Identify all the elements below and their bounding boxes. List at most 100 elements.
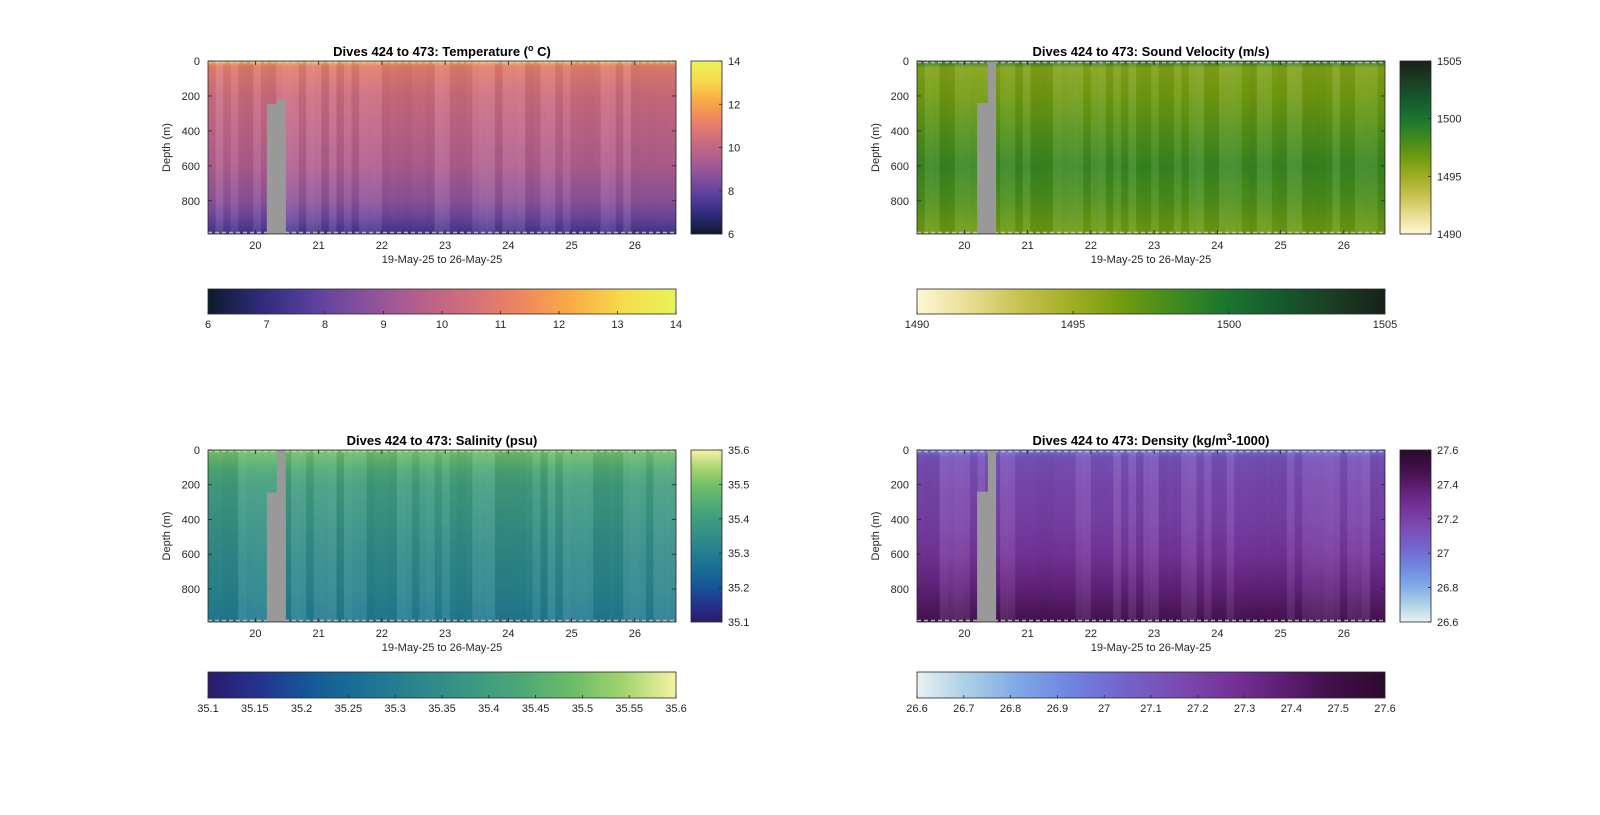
colorbar-bottom-tick-label: 35.35 (428, 703, 456, 715)
heatmap-column (962, 61, 971, 234)
colorbar-side (1399, 449, 1432, 623)
heatmap-column (404, 61, 413, 234)
y-tick-label: 0 (194, 56, 200, 68)
colorbar-side-tick-label: 10 (728, 143, 740, 155)
heatmap-column (517, 450, 526, 622)
heatmap-column (426, 450, 435, 622)
heatmap-column (962, 450, 971, 622)
colorbar-bottom-tick-label: 27.2 (1187, 703, 1208, 715)
heatmap-column (577, 450, 586, 622)
heatmap-column (1347, 450, 1356, 622)
heatmap-column (1309, 450, 1318, 622)
colorbar-side-tick-label: 35.1 (728, 617, 749, 629)
heatmap-column (343, 61, 352, 234)
heatmap-column (1339, 61, 1348, 234)
heatmap-column (1362, 450, 1371, 622)
colorbar-bottom-tick-label: 7 (263, 319, 269, 331)
heatmap-column (1181, 450, 1190, 622)
colorbar-bottom-tick-label: 1490 (905, 319, 929, 331)
colorbar-bottom-tick-label: 10 (436, 319, 448, 331)
heatmap-column (1007, 450, 1016, 622)
colorbar-side-tick-label: 35.2 (728, 583, 749, 595)
heatmap-column (1135, 450, 1144, 622)
colorbar-side-tick-label: 6 (728, 229, 734, 241)
heatmap-column (623, 450, 632, 622)
heatmap-column (600, 61, 609, 234)
heatmap-column (1158, 450, 1167, 622)
chart-title: Dives 424 to 473: Sound Velocity (m/s) (1033, 44, 1270, 59)
heatmap-column (1120, 61, 1129, 234)
heatmap-column (1203, 61, 1212, 234)
colorbar-side-tick-label: 1505 (1437, 56, 1461, 68)
heatmap-column (532, 61, 541, 234)
x-axis-label: 19-May-25 to 26-May-25 (382, 254, 502, 266)
x-axis-label: 19-May-25 to 26-May-25 (382, 642, 502, 654)
heatmap-column (1166, 450, 1174, 622)
heatmap-column (1181, 61, 1189, 234)
heatmap-column (1075, 61, 1084, 234)
chart-title: Dives 424 to 473: Salinity (psu) (347, 433, 538, 448)
heatmap-column (502, 450, 511, 622)
heatmap-column (1249, 450, 1257, 622)
heatmap-column (600, 450, 609, 622)
heatmap-column (1188, 450, 1197, 622)
heatmap-column (479, 61, 488, 234)
heatmap-column (291, 450, 299, 622)
colorbar-side-tick-label: 12 (728, 99, 740, 111)
colorbar-side-tick-label: 35.6 (728, 445, 749, 457)
heatmap-column (298, 450, 307, 622)
plot-frame (916, 60, 1386, 235)
colorbar-side-tick-label: 27 (1437, 548, 1449, 560)
colorbar-bottom-tick-label: 27.3 (1234, 703, 1255, 715)
x-tick-label: 26 (629, 628, 641, 640)
colorbar-bottom (916, 671, 1386, 699)
heatmap-column (230, 450, 239, 622)
heatmap-column (1067, 61, 1076, 234)
heatmap-column (645, 61, 654, 234)
heatmap-column (947, 61, 956, 234)
heatmap-column (969, 61, 978, 234)
x-tick-label: 21 (1022, 628, 1034, 640)
heatmap-column (947, 450, 956, 622)
heatmap-column (540, 61, 548, 234)
heatmap-column (1098, 450, 1107, 622)
plot-frame (916, 449, 1386, 623)
colorbar-bottom-tick-label: 6 (205, 319, 211, 331)
heatmap-column (1317, 450, 1325, 622)
x-tick-label: 24 (1211, 628, 1223, 640)
heatmap-column (487, 61, 496, 234)
heatmap-column (1294, 450, 1303, 622)
no-data-gap-upper (987, 450, 997, 622)
heatmap-column (1060, 61, 1069, 234)
heatmap-column (351, 61, 360, 234)
heatmap-column (298, 61, 307, 234)
colorbar-bottom-tick-label: 9 (380, 319, 386, 331)
x-tick-label: 22 (1085, 628, 1097, 640)
heatmap-column (615, 450, 624, 622)
colorbar-bottom-tick-label: 35.25 (335, 703, 363, 715)
heatmap-column (328, 61, 337, 234)
colorbar-side-tick-label: 35.3 (728, 548, 749, 560)
x-tick-label: 21 (313, 240, 325, 252)
colorbar-bottom-tick-label: 27.4 (1281, 703, 1302, 715)
heatmap-column (223, 61, 231, 234)
heatmap-column (638, 61, 647, 234)
y-axis-label: Depth (m) (161, 512, 173, 561)
heatmap-column (434, 61, 443, 234)
plot-frame (207, 449, 677, 623)
heatmap-column (306, 450, 314, 622)
heatmap-column (1211, 450, 1220, 622)
colorbar-side (690, 60, 723, 235)
heatmap-column (253, 450, 262, 622)
y-tick-label: 800 (891, 584, 909, 596)
heatmap-column (660, 61, 669, 234)
colorbar-bottom-tick-label: 26.9 (1047, 703, 1068, 715)
heatmap-column (1286, 61, 1295, 234)
heatmap-column (1045, 61, 1054, 234)
heatmap-column (1015, 61, 1023, 234)
heatmap-column (1143, 61, 1152, 234)
heatmap-column (1188, 61, 1197, 234)
heatmap-column (653, 61, 662, 234)
colorbar-bottom-tick-label: 26.7 (953, 703, 974, 715)
